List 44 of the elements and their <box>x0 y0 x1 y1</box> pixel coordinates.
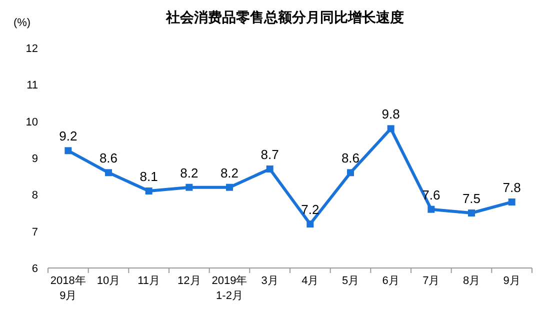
point <box>306 220 314 228</box>
x-tick-label: 2019年 1-2月 <box>212 275 248 302</box>
x-tick-label: 10月 <box>96 275 120 287</box>
data-label: 7.8 <box>502 180 521 195</box>
y-tick-label: 6 <box>32 263 38 275</box>
data-label: 8.2 <box>220 165 239 180</box>
point <box>468 210 475 216</box>
point <box>266 166 274 172</box>
y-axis-title: (%) <box>13 17 31 29</box>
point <box>387 125 394 132</box>
point <box>105 169 112 176</box>
x-tick-label: 11月 <box>138 275 160 287</box>
data-label: 8.6 <box>341 150 360 166</box>
y-tick-label: 7 <box>32 226 38 238</box>
point <box>226 184 233 191</box>
data-label: 8.2 <box>180 165 198 180</box>
x-tick-label: 9月 <box>503 275 520 287</box>
data-label: 7.2 <box>301 202 320 217</box>
data-label: 8.6 <box>99 150 118 166</box>
data-label: 9.2 <box>59 128 78 144</box>
x-tick-label: 5月 <box>342 275 360 287</box>
data-label: 9.8 <box>382 106 400 122</box>
x-tick-label: 6月 <box>382 275 400 287</box>
point <box>428 206 435 213</box>
x-tick-label: 7月 <box>422 275 440 287</box>
x-tick-label: 2018年 9月 <box>50 275 86 302</box>
point <box>347 169 354 176</box>
y-tick-label: 8 <box>32 190 38 202</box>
point <box>186 184 193 191</box>
y-tick-label: 9 <box>32 153 38 165</box>
x-tick-label: 12月 <box>178 275 201 287</box>
y-tick-label: 12 <box>26 43 38 55</box>
x-tick-label: 4月 <box>302 275 319 287</box>
y-tick-label: 11 <box>26 80 38 92</box>
point <box>64 147 72 154</box>
y-tick-label: 10 <box>26 116 38 128</box>
point <box>145 188 152 194</box>
x-tick-label: 3月 <box>261 275 278 287</box>
data-label: 8.7 <box>260 147 279 162</box>
data-label: 7.5 <box>462 191 481 206</box>
chart-title: 社会消费品零售总额分月同比增长速度 <box>165 9 404 25</box>
x-tick-label: 8月 <box>462 275 480 287</box>
point <box>508 198 516 206</box>
data-label: 8.1 <box>140 169 158 184</box>
